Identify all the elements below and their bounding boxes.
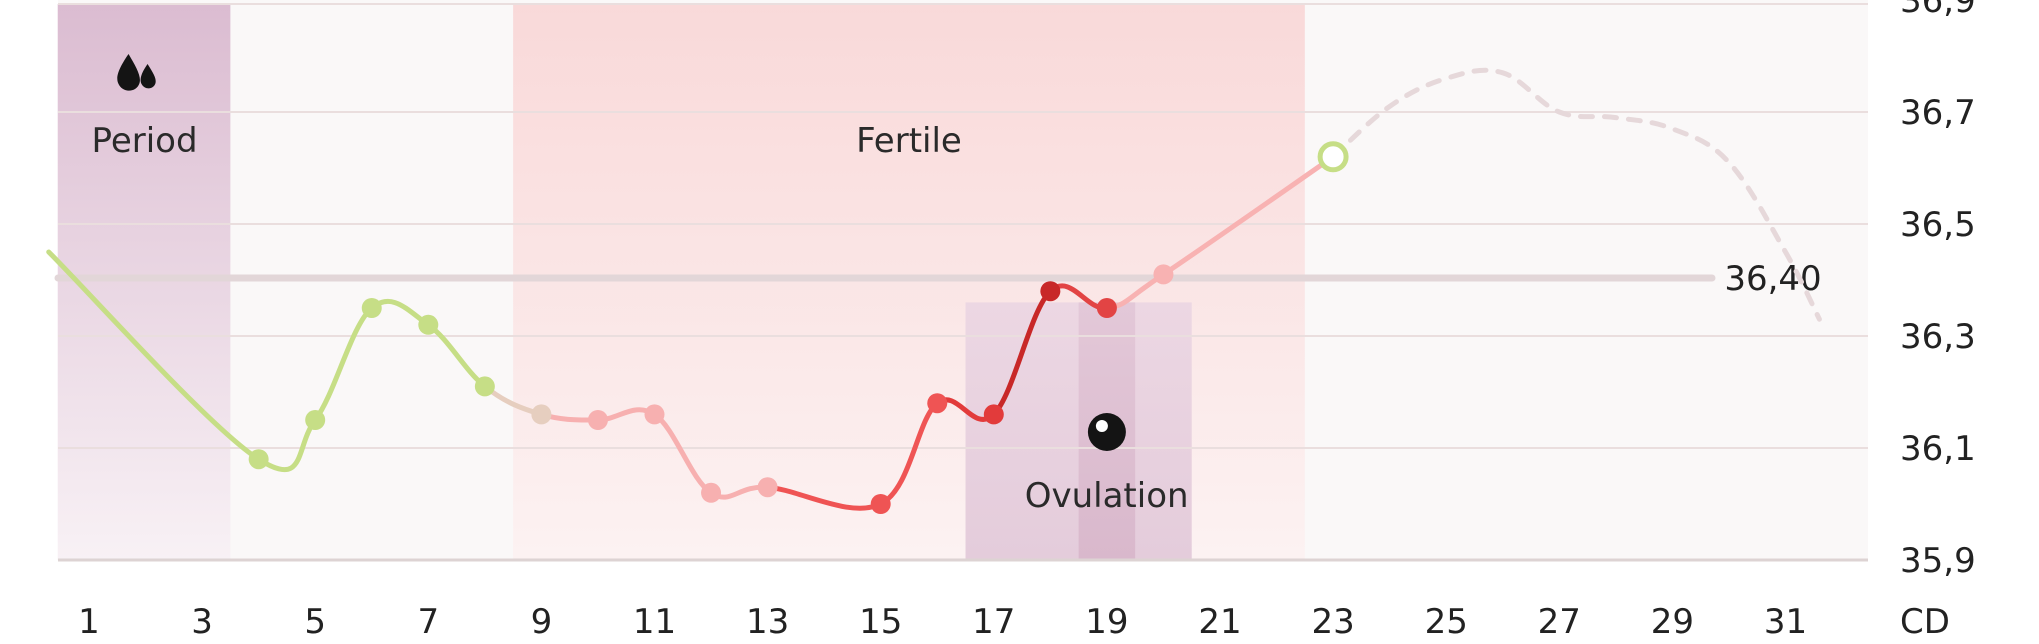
- data-point: [305, 410, 326, 430]
- y-tick-label: 36,7: [1900, 93, 1976, 133]
- series-line-segment: [46, 249, 262, 462]
- ovulation-circle: [1087, 413, 1126, 451]
- x-tick-label: 9: [531, 602, 553, 642]
- period-label: Period: [92, 121, 198, 161]
- x-tick-label: 21: [1198, 602, 1241, 642]
- y-tick-label: 36,5: [1900, 205, 1976, 245]
- drop-shape: [117, 54, 140, 91]
- x-tick-label: 3: [191, 602, 213, 642]
- period-zone: [57, 4, 231, 560]
- data-point: [983, 404, 1004, 425]
- x-tick-label: 5: [304, 602, 326, 642]
- data-point: [644, 404, 665, 425]
- series-line-segment: [1160, 154, 1336, 277]
- data-point: [248, 449, 269, 470]
- drop-shape: [140, 64, 156, 89]
- projection-line: [1330, 67, 1822, 322]
- series-line-segment: [256, 417, 318, 473]
- y-tick-label: 36,3: [1900, 317, 1976, 357]
- x-tick-label: 17: [972, 602, 1015, 642]
- data-point: [701, 482, 722, 503]
- grid-layer: [58, 3, 1868, 562]
- ovulation-label: Ovulation: [1025, 476, 1189, 516]
- data-point: [927, 393, 948, 414]
- x-tick-label: 29: [1651, 602, 1694, 642]
- data-point: [1040, 281, 1061, 302]
- series-line-segment: [991, 288, 1053, 417]
- series-line-segment: [312, 305, 375, 423]
- x-tick-label: 7: [417, 602, 439, 642]
- data-point: [587, 410, 608, 430]
- x-tick-label: 31: [1764, 602, 1807, 642]
- drops-icon: [117, 54, 156, 91]
- data-point: [1153, 264, 1174, 285]
- x-tick-label: 1: [78, 602, 100, 642]
- today-point: [1317, 141, 1349, 173]
- data-point: [1096, 298, 1117, 318]
- series-points-layer: [248, 141, 1349, 514]
- x-tick-label: 15: [859, 602, 902, 642]
- ovulation-icon: [1087, 413, 1126, 451]
- data-point: [418, 314, 439, 335]
- x-tick-label: 23: [1311, 602, 1354, 642]
- x-axis-labels: 1 3 5 7 9 11 13 15 17 19 21 23 25 27 29 31: [78, 602, 1807, 642]
- zone-labels-layer: Period Fertile Ovulation: [92, 121, 1189, 516]
- data-point: [757, 477, 778, 498]
- data-point: [531, 404, 552, 425]
- y-axis-labels: 35,9 36,1 36,3 36,5 36,7 36,9: [1900, 0, 1976, 581]
- x-tick-label: 25: [1425, 602, 1468, 642]
- data-point: [870, 494, 891, 514]
- x-tick-label: 19: [1085, 602, 1128, 642]
- data-point: [474, 376, 495, 397]
- x-axis-unit-label: CD: [1900, 602, 1950, 642]
- series-line-segment: [765, 484, 884, 511]
- fertile-label: Fertile: [856, 121, 962, 161]
- y-tick-label: 36,1: [1900, 429, 1976, 469]
- data-point: [361, 298, 382, 318]
- y-tick-label: 36,9: [1900, 0, 1976, 21]
- x-tick-label: 11: [633, 602, 676, 642]
- ovulation-dot: [1095, 420, 1108, 432]
- y-tick-label: 35,9: [1900, 541, 1976, 581]
- icons-layer: [117, 54, 1126, 451]
- x-tick-label: 27: [1538, 602, 1581, 642]
- x-tick-label: 13: [746, 602, 789, 642]
